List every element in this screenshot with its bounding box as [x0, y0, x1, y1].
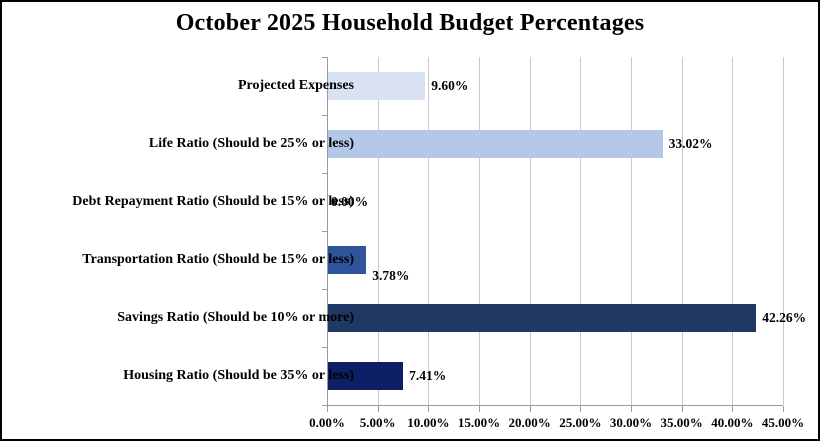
gridline: [631, 57, 632, 405]
gridline: [783, 57, 784, 405]
chart-title: October 2025 Household Budget Percentage…: [175, 10, 645, 36]
bar-value-label: 7.41%: [409, 368, 447, 383]
x-axis-tick: [377, 406, 379, 412]
gridline: [428, 57, 430, 405]
gridline: [529, 57, 531, 405]
x-axis-tick: [327, 406, 328, 412]
bar: [328, 72, 426, 100]
bar-value-label: 42.26%: [762, 310, 807, 325]
y-axis-tick: [322, 347, 327, 348]
category-label: Housing Ratio (Should be 35% or less): [123, 368, 354, 383]
bar-value-label: 33.02%: [668, 136, 713, 151]
x-axis-tick: [681, 406, 683, 412]
x-tick-label: 0.00%: [309, 415, 345, 430]
x-tick-label: 35.00%: [660, 415, 703, 430]
y-axis-line: [327, 57, 328, 405]
bar: [328, 304, 757, 332]
gridline: [479, 57, 480, 405]
y-axis-tick: [322, 173, 327, 174]
x-tick-label: 25.00%: [559, 415, 602, 430]
x-axis-tick: [783, 406, 784, 412]
bar-value-label: 0.00%: [331, 194, 369, 209]
bar: [328, 130, 663, 158]
x-tick-label: 40.00%: [711, 415, 754, 430]
x-axis-tick: [580, 406, 582, 412]
x-tick-label: 30.00%: [609, 415, 653, 430]
x-axis-tick: [631, 406, 632, 412]
gridline: [377, 57, 379, 405]
category-label: Transportation Ratio (Should be 15% or l…: [82, 252, 354, 267]
y-axis-tick: [322, 231, 327, 232]
bar-value-label: 3.78%: [372, 268, 410, 283]
x-tick-label: 5.00%: [359, 415, 396, 430]
category-label: Projected Expenses: [238, 78, 354, 93]
y-axis-tick: [322, 57, 327, 58]
bar: [328, 362, 404, 390]
gridline: [732, 57, 734, 405]
gridline: [580, 57, 582, 405]
category-label: Life Ratio (Should be 25% or less): [148, 136, 354, 151]
x-axis-line: [327, 405, 783, 406]
y-axis-tick: [322, 405, 327, 406]
x-tick-label: 20.00%: [508, 415, 551, 430]
x-axis-tick: [428, 406, 430, 412]
x-axis-tick: [732, 406, 734, 412]
y-axis-tick: [322, 115, 327, 116]
bar-value-label: 9.60%: [431, 78, 469, 93]
bar: [328, 246, 367, 274]
x-tick-label: 10.00%: [407, 415, 450, 430]
x-tick-label: 15.00%: [457, 415, 501, 430]
category-label: Debt Repayment Ratio (Should be 15% or l…: [72, 194, 354, 209]
x-axis-tick: [479, 406, 480, 412]
y-axis-tick: [322, 289, 327, 290]
gridline: [681, 57, 683, 405]
x-axis-tick: [529, 406, 531, 412]
plot-area: 9.60% 33.02% 0.00% 3.78% 42.26% 7.41% 0.00% 5.…: [309, 57, 806, 430]
x-tick-label: 45.00%: [761, 415, 805, 430]
category-label: Savings Ratio (Should be 10% or more): [117, 310, 354, 325]
